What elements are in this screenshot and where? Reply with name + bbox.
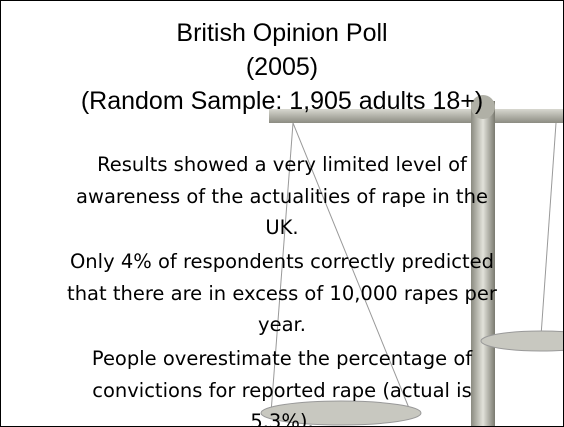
body-text: that there are in excess of 10,000 rapes… xyxy=(67,281,497,305)
pole xyxy=(471,101,495,426)
body-text: awareness of the actualities of rape in … xyxy=(76,184,488,208)
body-text: People overestimate the percentage of xyxy=(91,347,473,370)
chain xyxy=(270,122,294,414)
body-text: 5.3%). xyxy=(250,410,314,427)
pan xyxy=(480,330,563,352)
body-text: convictions for reported rape (actual is xyxy=(92,378,472,402)
body-text: Results showed a very limited level of xyxy=(97,153,467,176)
body-text: UK. xyxy=(265,216,299,239)
chain xyxy=(292,122,412,414)
title-line: British Opinion Poll xyxy=(176,19,388,47)
chain xyxy=(540,122,557,337)
title-line: (2005) xyxy=(245,53,319,81)
pivot xyxy=(471,95,495,119)
body-text: Only 4% of respondents correctly predict… xyxy=(69,250,495,273)
body-text: year. xyxy=(258,313,306,336)
title-line: (Random Sample: 1,905 adults 18+) xyxy=(80,87,484,115)
pan xyxy=(260,400,422,426)
